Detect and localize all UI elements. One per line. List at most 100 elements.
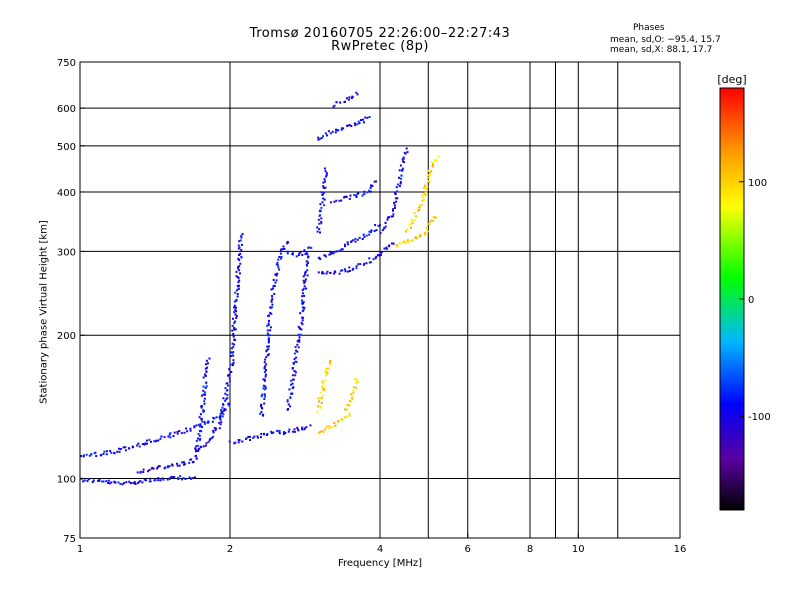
y-tick-label: 75 <box>63 534 76 545</box>
data-point <box>228 404 231 407</box>
data-point <box>270 312 273 315</box>
data-points <box>80 91 440 486</box>
data-point <box>109 449 112 452</box>
data-point <box>340 199 343 202</box>
data-point <box>437 155 440 158</box>
data-point <box>137 442 140 445</box>
data-point <box>205 381 208 384</box>
data-point <box>266 345 269 348</box>
data-point <box>267 322 270 325</box>
data-point <box>222 403 224 406</box>
data-point <box>379 231 382 234</box>
data-point <box>333 104 336 107</box>
data-point <box>230 347 233 350</box>
data-point <box>289 397 292 399</box>
data-point <box>291 252 294 255</box>
data-point <box>269 329 272 332</box>
data-point <box>287 430 290 433</box>
data-point <box>392 213 395 216</box>
data-point <box>238 284 240 287</box>
phase-stats-title: Phases <box>633 23 665 33</box>
data-point <box>352 239 355 242</box>
data-point <box>293 428 296 431</box>
data-point <box>287 241 290 244</box>
data-point <box>371 185 374 187</box>
data-point <box>324 180 326 183</box>
data-point <box>333 272 336 275</box>
data-point <box>205 359 208 362</box>
data-point <box>357 263 360 266</box>
data-point <box>236 295 239 298</box>
data-point <box>374 224 377 226</box>
data-point <box>202 376 205 379</box>
data-point <box>329 363 331 365</box>
data-point <box>221 412 223 414</box>
data-point <box>326 134 328 137</box>
data-point <box>226 396 229 399</box>
data-point <box>406 239 409 242</box>
data-point <box>87 478 90 481</box>
data-point <box>347 243 349 246</box>
data-point <box>234 441 237 444</box>
data-point <box>193 426 196 429</box>
data-point <box>147 470 150 473</box>
data-point <box>395 200 398 203</box>
data-point <box>107 479 110 482</box>
data-point <box>80 455 82 457</box>
data-point <box>215 427 218 430</box>
data-point <box>286 250 289 253</box>
data-point <box>233 338 236 341</box>
data-point <box>264 365 267 368</box>
data-point <box>241 233 244 236</box>
data-point <box>298 252 301 255</box>
data-point <box>301 306 304 309</box>
data-point <box>355 386 358 389</box>
data-point <box>296 350 299 353</box>
data-point <box>156 466 159 469</box>
data-point <box>429 220 432 223</box>
data-point <box>222 397 225 400</box>
data-point <box>302 300 305 303</box>
data-point <box>409 240 412 243</box>
data-point <box>266 329 269 332</box>
data-point <box>271 287 274 290</box>
data-point <box>409 226 412 229</box>
data-point <box>160 435 163 438</box>
data-point <box>329 361 331 364</box>
data-point <box>298 336 301 339</box>
data-point <box>139 480 142 482</box>
data-point <box>348 414 351 417</box>
data-point <box>225 382 228 385</box>
data-point <box>322 197 325 200</box>
data-point <box>352 267 355 270</box>
data-point <box>332 105 335 108</box>
data-point <box>322 382 325 385</box>
data-point <box>348 266 351 269</box>
data-point <box>233 322 236 325</box>
data-point <box>351 398 354 401</box>
data-point <box>392 209 394 212</box>
data-point <box>399 181 402 184</box>
data-point <box>161 477 164 480</box>
data-point <box>266 332 269 335</box>
data-point <box>85 453 88 456</box>
data-point <box>181 478 184 481</box>
data-point <box>267 323 270 326</box>
data-point <box>114 481 117 484</box>
data-point <box>234 320 237 323</box>
data-point <box>299 251 302 254</box>
data-point <box>396 197 399 200</box>
data-point <box>144 442 147 445</box>
data-point <box>306 274 309 277</box>
data-point <box>397 183 400 186</box>
data-point <box>156 467 159 470</box>
data-point <box>401 241 403 244</box>
data-point <box>195 450 197 453</box>
data-point <box>305 252 308 254</box>
colorbar-label: [deg] <box>717 73 746 86</box>
data-point <box>261 407 263 410</box>
data-point <box>426 185 429 188</box>
data-point <box>200 430 203 433</box>
data-point <box>325 175 328 178</box>
data-point <box>301 323 304 326</box>
